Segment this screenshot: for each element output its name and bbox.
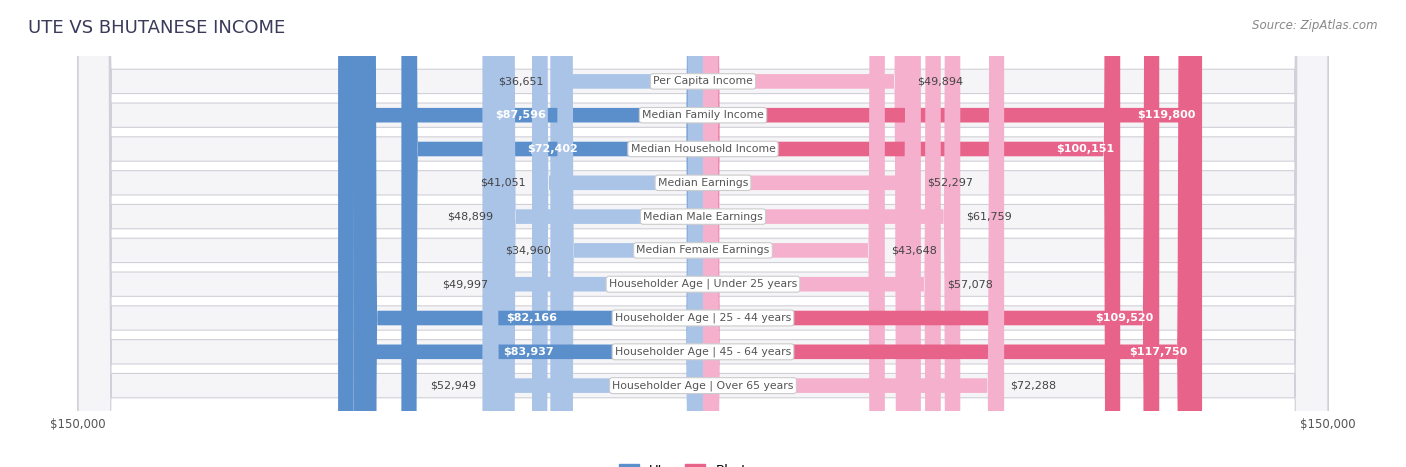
FancyBboxPatch shape xyxy=(79,0,1327,467)
Text: $36,651: $36,651 xyxy=(499,77,544,86)
FancyBboxPatch shape xyxy=(79,0,1327,467)
Text: Median Family Income: Median Family Income xyxy=(643,110,763,120)
Text: Householder Age | 25 - 44 years: Householder Age | 25 - 44 years xyxy=(614,313,792,323)
FancyBboxPatch shape xyxy=(361,0,703,467)
Text: $43,648: $43,648 xyxy=(891,245,936,255)
FancyBboxPatch shape xyxy=(79,0,1327,467)
FancyBboxPatch shape xyxy=(79,0,1327,467)
Text: $72,288: $72,288 xyxy=(1011,381,1056,390)
Text: $87,596: $87,596 xyxy=(495,110,546,120)
FancyBboxPatch shape xyxy=(703,0,1004,467)
Text: UTE VS BHUTANESE INCOME: UTE VS BHUTANESE INCOME xyxy=(28,19,285,37)
FancyBboxPatch shape xyxy=(495,0,703,467)
FancyBboxPatch shape xyxy=(703,0,1194,467)
Text: Householder Age | Under 25 years: Householder Age | Under 25 years xyxy=(609,279,797,290)
Text: $57,078: $57,078 xyxy=(948,279,993,289)
Text: Source: ZipAtlas.com: Source: ZipAtlas.com xyxy=(1253,19,1378,32)
FancyBboxPatch shape xyxy=(703,0,884,467)
Text: $61,759: $61,759 xyxy=(966,212,1012,222)
Text: Median Earnings: Median Earnings xyxy=(658,178,748,188)
FancyBboxPatch shape xyxy=(703,0,1160,467)
Text: $41,051: $41,051 xyxy=(479,178,526,188)
Text: $52,297: $52,297 xyxy=(927,178,973,188)
FancyBboxPatch shape xyxy=(703,0,1121,467)
Text: Householder Age | Over 65 years: Householder Age | Over 65 years xyxy=(612,380,794,391)
FancyBboxPatch shape xyxy=(353,0,703,467)
Text: $49,997: $49,997 xyxy=(443,279,488,289)
FancyBboxPatch shape xyxy=(703,0,911,467)
FancyBboxPatch shape xyxy=(79,0,1327,467)
FancyBboxPatch shape xyxy=(79,0,1327,467)
Text: $83,937: $83,937 xyxy=(503,347,554,357)
Text: $109,520: $109,520 xyxy=(1095,313,1153,323)
FancyBboxPatch shape xyxy=(531,0,703,467)
Text: $82,166: $82,166 xyxy=(506,313,557,323)
FancyBboxPatch shape xyxy=(79,0,1327,467)
FancyBboxPatch shape xyxy=(401,0,703,467)
FancyBboxPatch shape xyxy=(79,0,1327,467)
FancyBboxPatch shape xyxy=(557,0,703,467)
Text: $48,899: $48,899 xyxy=(447,212,494,222)
Text: Median Female Earnings: Median Female Earnings xyxy=(637,245,769,255)
FancyBboxPatch shape xyxy=(703,0,1202,467)
Text: Median Household Income: Median Household Income xyxy=(630,144,776,154)
Text: $100,151: $100,151 xyxy=(1056,144,1114,154)
Text: Median Male Earnings: Median Male Earnings xyxy=(643,212,763,222)
Text: $119,800: $119,800 xyxy=(1137,110,1197,120)
FancyBboxPatch shape xyxy=(337,0,703,467)
FancyBboxPatch shape xyxy=(79,0,1327,467)
Text: $34,960: $34,960 xyxy=(505,245,551,255)
Text: $117,750: $117,750 xyxy=(1129,347,1187,357)
FancyBboxPatch shape xyxy=(703,0,941,467)
FancyBboxPatch shape xyxy=(703,0,960,467)
FancyBboxPatch shape xyxy=(550,0,703,467)
FancyBboxPatch shape xyxy=(499,0,703,467)
FancyBboxPatch shape xyxy=(482,0,703,467)
FancyBboxPatch shape xyxy=(79,0,1327,467)
Text: $52,949: $52,949 xyxy=(430,381,477,390)
FancyBboxPatch shape xyxy=(703,0,921,467)
Text: $49,894: $49,894 xyxy=(917,77,963,86)
Text: Householder Age | 45 - 64 years: Householder Age | 45 - 64 years xyxy=(614,347,792,357)
Text: $72,402: $72,402 xyxy=(527,144,578,154)
Text: Per Capita Income: Per Capita Income xyxy=(652,77,754,86)
Legend: Ute, Bhutanese: Ute, Bhutanese xyxy=(613,459,793,467)
